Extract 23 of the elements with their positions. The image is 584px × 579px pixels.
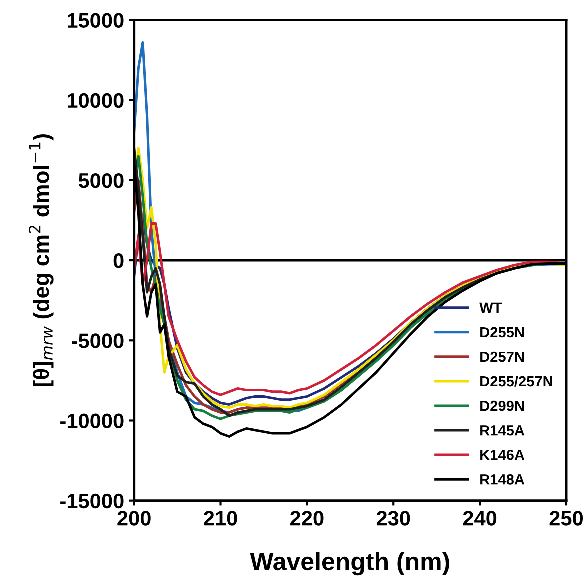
x-tick-label: 210 (204, 511, 238, 526)
x-tick-label: 240 (463, 511, 497, 526)
y-axis-title: [θ]$_{mrw}$ (deg cm$^{2}$ dmol$^{−1}$) (29, 134, 54, 387)
x-axis-title: Wavelength (nm) (250, 552, 450, 576)
legend-label: D299N (480, 400, 524, 412)
legend-label: WT (480, 302, 502, 313)
y-tick-label: -15000 (60, 494, 124, 509)
y-tick-label: -5000 (72, 334, 124, 348)
y-tick-label: 15000 (68, 13, 124, 28)
x-tick-label: 200 (118, 511, 151, 526)
y-tick-label: -10000 (60, 414, 124, 428)
x-tick-label: 220 (290, 511, 324, 526)
y-tick-label: 10000 (68, 93, 124, 108)
y-tick-label: 5000 (78, 173, 124, 188)
legend-label: K146A (480, 450, 525, 460)
x-tick-label: 230 (376, 511, 410, 526)
legend-label: D257N (480, 352, 524, 362)
legend-label: D255/257N (480, 376, 552, 387)
legend-label: R148A (480, 474, 525, 485)
x-tick-label: 250 (550, 511, 584, 526)
legend-label: D255N (480, 327, 524, 338)
y-tick-label: 0 (114, 254, 124, 268)
legend-label: R145A (480, 426, 525, 436)
